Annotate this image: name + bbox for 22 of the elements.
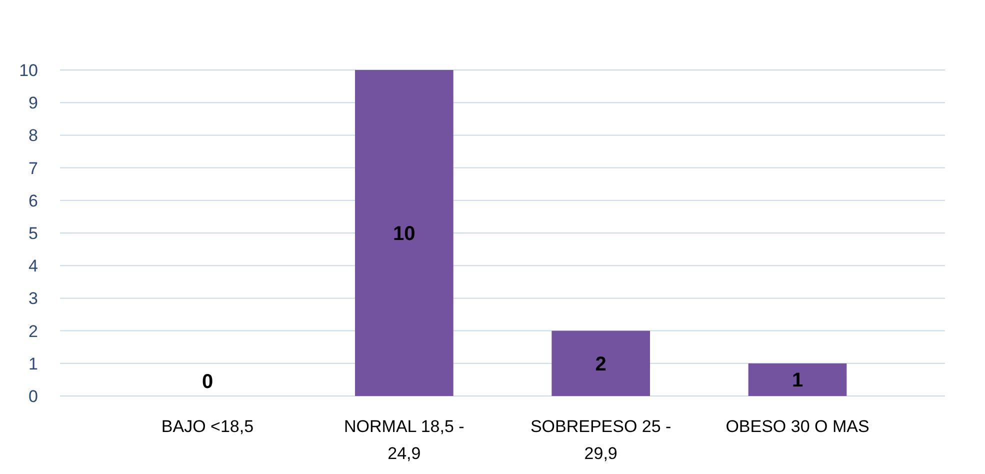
x-tick-label: BAJO <18,5 [161,417,254,436]
data-label: 1 [792,370,804,392]
y-tick-label: 0 [28,387,38,406]
y-tick-label: 8 [28,126,38,146]
y-tick-label: 1 [28,354,38,374]
x-tick-label: SOBREPESO 25 - 29,9 [530,417,672,463]
bar [355,70,454,396]
data-label: 10 [393,223,416,245]
x-tick-label: NORMAL 18,5 - 24,9 [344,417,464,463]
y-tick-label: 5 [28,224,38,243]
x-tick-label: OBESO 30 O MAS [726,417,870,436]
bar [552,330,650,396]
y-tick-label: 7 [28,158,38,178]
data-label: 0 [202,371,214,393]
bar [748,363,847,396]
y-tick-label: 10 [19,61,38,80]
y-tick-label: 4 [28,256,38,276]
y-tick-label: 3 [28,289,38,308]
data-label: 2 [595,353,606,376]
y-tick-label: 6 [28,191,38,210]
y-tick-label: 9 [28,94,38,113]
y-tick-label: 2 [28,322,38,341]
